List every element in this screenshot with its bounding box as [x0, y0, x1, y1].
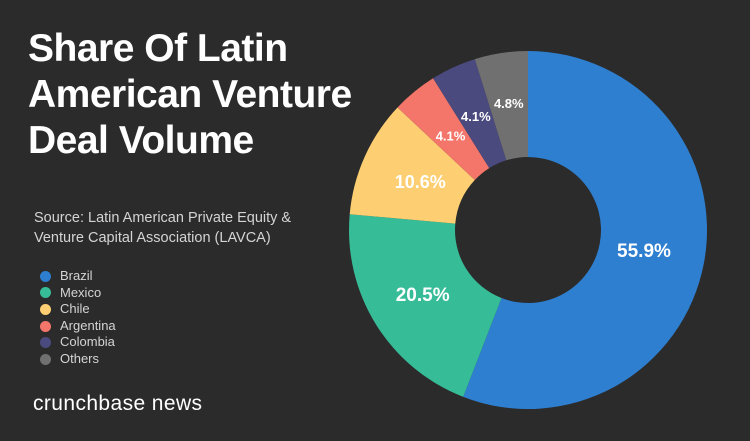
legend-label: Argentina [60, 317, 116, 333]
slice-brazil [463, 51, 708, 410]
legend-label: Mexico [60, 284, 102, 300]
chart-title-line: American Venture [28, 73, 352, 116]
legend-swatch [40, 270, 51, 282]
legend-swatch [40, 353, 51, 365]
source-line: Venture Capital Association (LAVCA) [34, 230, 271, 246]
legend-swatch [40, 287, 51, 299]
slice-label-argentina: 4.1% [436, 128, 466, 143]
legend-swatch [40, 320, 51, 332]
legend-label: Colombia [60, 334, 115, 350]
slice-label-others: 4.8% [494, 96, 524, 111]
chart-source: Source: Latin American Private Equity & … [34, 208, 344, 248]
chart-title-line: Share Of Latin [28, 27, 288, 70]
legend-label: Brazil [60, 268, 93, 283]
chart-title-line: Deal Volume [28, 119, 254, 162]
legend-item-brazil: Brazil [40, 268, 116, 285]
legend-item-mexico: Mexico [40, 285, 116, 302]
brand-logo: crunchbase news [33, 392, 203, 415]
slice-label-chile: 10.6% [395, 172, 446, 192]
legend-swatch [40, 303, 51, 315]
slice-others [474, 51, 528, 161]
legend-item-chile: Chile [40, 301, 116, 318]
legend-label: Others [60, 350, 100, 366]
legend-item-others: Others [40, 351, 116, 368]
legend-swatch [40, 337, 51, 349]
slice-mexico [349, 214, 502, 397]
slice-colombia [433, 59, 507, 169]
chart-legend: Brazil Mexico Chile Argentina Colombia Others [40, 268, 116, 368]
slice-label-colombia: 4.1% [461, 109, 491, 124]
slice-argentina [397, 78, 490, 181]
slice-chile [349, 107, 475, 224]
slice-label-mexico: 20.5% [396, 285, 450, 306]
legend-item-colombia: Colombia [40, 334, 116, 351]
legend-label: Chile [60, 301, 90, 317]
chart-title: Share Of Latin American Venture Deal Vol… [28, 26, 368, 164]
slice-label-brazil: 55.9% [617, 241, 671, 262]
legend-item-argentina: Argentina [40, 318, 116, 335]
source-line: Source: Latin American Private Equity & [34, 210, 292, 226]
